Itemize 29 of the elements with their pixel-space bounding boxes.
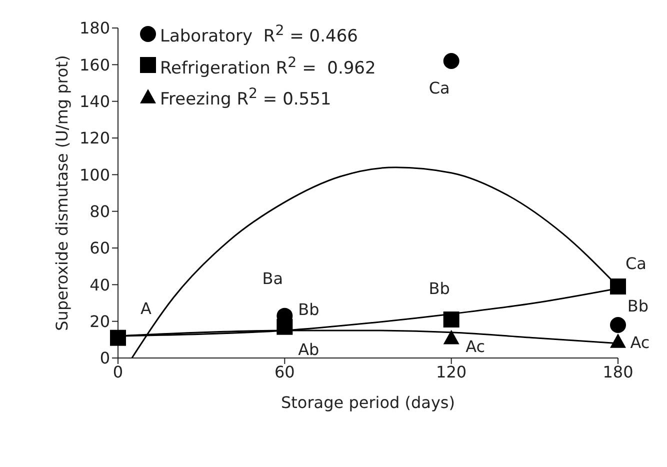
annotation: Ac [466,337,486,356]
y-tick-label: 40 [90,275,110,294]
annotation: Bb [627,296,649,316]
y-tick-label: 20 [90,312,110,332]
y-tick-label: 160 [79,55,110,74]
annotation: Ca [626,254,646,273]
y-tick-label: 60 [90,238,110,258]
x-axis-title: Storage period (days) [281,393,455,412]
x-tick-label: 120 [436,362,467,382]
y-tick-label: 180 [79,18,110,38]
y-tick-label: 120 [79,128,110,148]
legend-label: Refrigeration R$^{2}$ = 0.962 [160,54,376,80]
x-tick-label: 60 [274,362,295,382]
y-tick-label: 0 [100,348,110,368]
annotation: Ac [630,332,650,352]
x-tick-label: 180 [602,362,634,382]
annotation: Bb [428,278,450,298]
x-tick-label: 0 [112,362,124,382]
annotation: Ab [298,340,320,360]
y-tick-label: 80 [90,202,110,222]
y-tick-label: 140 [79,92,110,112]
y-axis-title: Superoxide dismutase (U/mg prot) [52,55,72,331]
annotation: A [140,299,152,318]
y-tick-label: 100 [79,165,110,184]
legend-label: Laboratory R$^{2}$ = 0.466 [160,22,358,49]
annotation: Ca [428,78,450,98]
legend-label: Freezing R$^{2}$ = 0.551 [160,85,332,112]
annotation: Ba [262,269,284,288]
annotation: Bb [298,300,320,320]
